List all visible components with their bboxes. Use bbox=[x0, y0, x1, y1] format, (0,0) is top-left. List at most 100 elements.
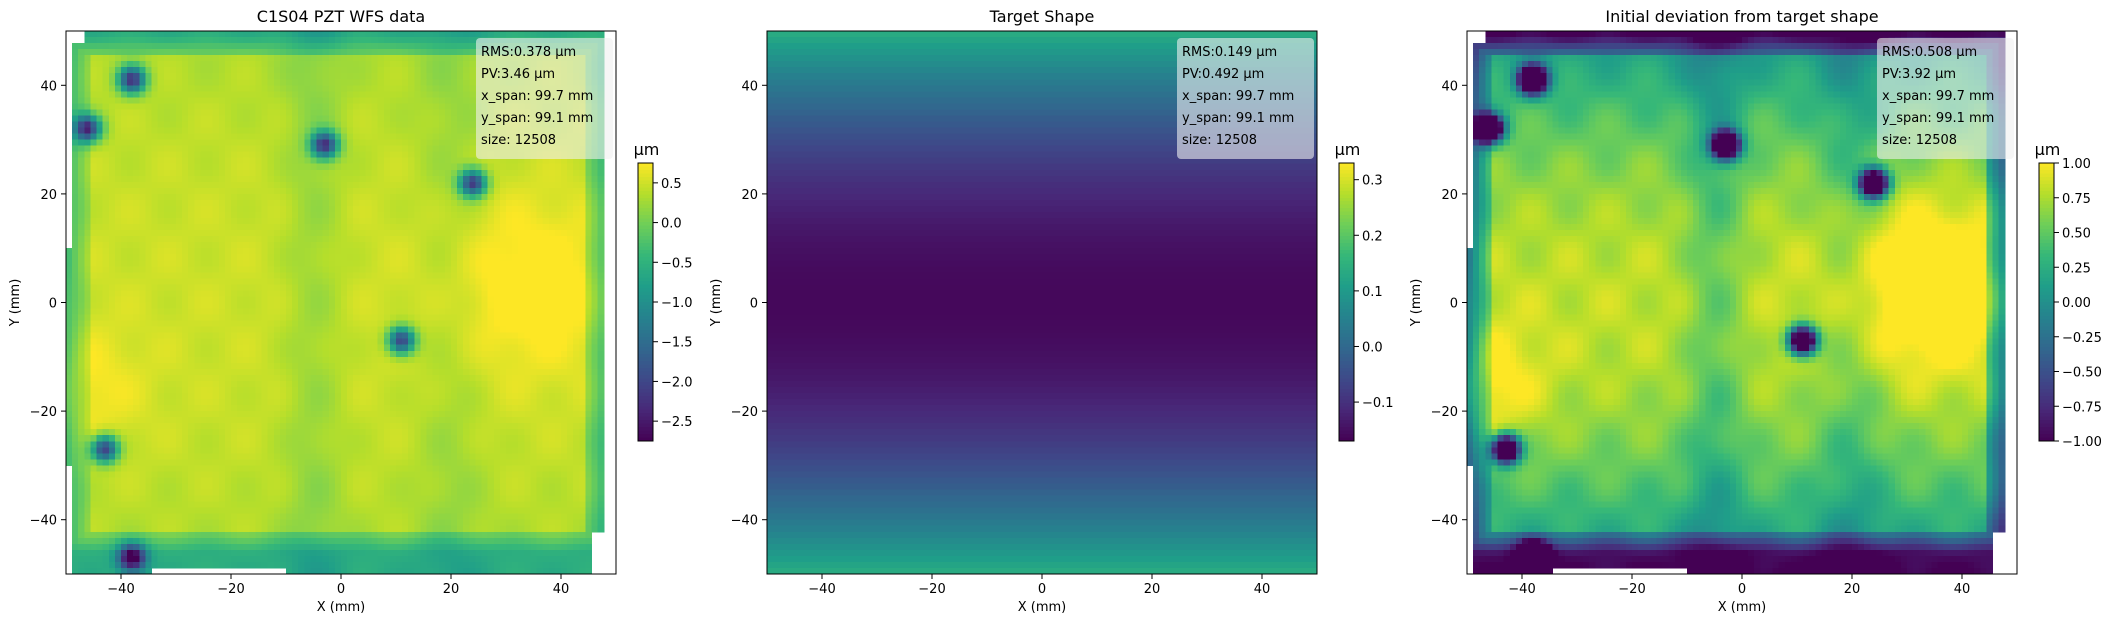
heatmap-cell bbox=[475, 338, 483, 346]
heatmap-cell bbox=[108, 374, 116, 382]
heatmap-cell bbox=[408, 254, 415, 261]
heatmap-cell bbox=[279, 205, 287, 213]
heatmap-cell bbox=[182, 37, 189, 44]
heatmap-cell bbox=[108, 55, 116, 62]
heatmap-cell bbox=[188, 157, 195, 165]
heatmap-cell bbox=[463, 205, 470, 213]
heatmap-cell bbox=[249, 121, 257, 129]
heatmap-cell bbox=[493, 326, 501, 334]
heatmap-cell bbox=[444, 187, 452, 195]
heatmap-cell bbox=[377, 236, 385, 243]
heatmap-cell bbox=[316, 139, 324, 147]
heatmap-cell bbox=[322, 362, 330, 370]
heatmap-cell bbox=[322, 55, 330, 62]
heatmap-cell bbox=[512, 199, 519, 207]
heatmap-cell bbox=[396, 242, 403, 249]
heatmap-cell bbox=[286, 67, 293, 74]
heatmap-cell bbox=[218, 163, 226, 171]
heatmap-cell bbox=[597, 199, 605, 207]
heatmap-cell bbox=[316, 49, 324, 56]
heatmap-cell bbox=[243, 91, 250, 98]
heatmap-cell bbox=[322, 278, 330, 285]
heatmap-cell bbox=[292, 338, 299, 346]
heatmap-cell bbox=[426, 284, 434, 292]
heatmap-cell bbox=[267, 212, 275, 219]
heatmap-cell bbox=[102, 242, 110, 249]
heatmap-cell bbox=[444, 290, 452, 298]
heatmap-cell bbox=[353, 91, 360, 98]
heatmap-cell bbox=[286, 212, 293, 219]
heatmap-cell bbox=[328, 157, 336, 165]
heatmap-cell bbox=[530, 272, 538, 279]
heatmap-cell bbox=[420, 193, 428, 201]
heatmap-cell bbox=[163, 344, 171, 352]
heatmap-cell bbox=[524, 260, 532, 267]
heatmap-cell bbox=[102, 139, 110, 147]
heatmap-cell bbox=[365, 356, 373, 364]
heatmap-cell bbox=[402, 175, 409, 183]
heatmap-cell bbox=[304, 284, 312, 292]
heatmap-cell bbox=[536, 193, 544, 201]
heatmap-cell bbox=[591, 368, 599, 376]
heatmap-cell bbox=[72, 49, 79, 56]
heatmap-cell bbox=[169, 320, 177, 328]
heatmap-cell bbox=[463, 55, 470, 62]
heatmap-cell bbox=[231, 332, 238, 340]
heatmap-cell bbox=[316, 97, 324, 104]
heatmap-cell bbox=[414, 205, 422, 213]
heatmap-cell bbox=[365, 97, 373, 104]
heatmap-cell bbox=[396, 236, 403, 243]
heatmap-cell bbox=[121, 127, 128, 135]
heatmap-cell bbox=[200, 127, 208, 135]
heatmap-cell bbox=[469, 296, 477, 304]
heatmap-cell bbox=[163, 224, 171, 231]
heatmap-cell bbox=[188, 199, 195, 207]
heatmap-cell bbox=[341, 151, 348, 159]
heatmap-cell bbox=[316, 284, 324, 292]
heatmap-cell bbox=[151, 151, 159, 159]
heatmap-cell bbox=[334, 97, 342, 104]
heatmap-cell bbox=[396, 344, 403, 352]
heatmap-cell bbox=[133, 332, 140, 340]
heatmap-cell bbox=[463, 181, 470, 189]
heatmap-cell bbox=[377, 151, 385, 159]
heatmap-cell bbox=[243, 67, 250, 74]
heatmap-cell bbox=[96, 296, 104, 304]
heatmap-cell bbox=[389, 248, 397, 255]
heatmap-cell bbox=[182, 49, 189, 56]
heatmap-cell bbox=[212, 169, 220, 177]
heatmap-cell bbox=[389, 85, 397, 92]
heatmap-cell bbox=[573, 163, 580, 171]
heatmap-cell bbox=[457, 230, 464, 237]
heatmap-cell bbox=[102, 368, 110, 376]
heatmap-cell bbox=[261, 43, 269, 50]
heatmap-cell bbox=[182, 338, 189, 346]
heatmap-cell bbox=[188, 284, 195, 292]
heatmap-cell bbox=[286, 320, 293, 328]
heatmap-cell bbox=[567, 260, 574, 267]
heatmap-cell bbox=[353, 127, 360, 135]
heatmap-cell bbox=[316, 332, 324, 340]
heatmap-cell bbox=[298, 73, 305, 80]
heatmap-cell bbox=[102, 49, 110, 56]
heatmap-cell bbox=[512, 230, 519, 237]
heatmap-cell bbox=[78, 79, 85, 86]
heatmap-cell bbox=[261, 127, 269, 135]
heatmap-cell bbox=[316, 79, 324, 86]
heatmap-cell bbox=[212, 79, 220, 86]
heatmap-cell bbox=[206, 320, 214, 328]
heatmap-cell bbox=[371, 61, 379, 68]
heatmap-cell bbox=[304, 91, 312, 98]
heatmap-cell bbox=[151, 43, 159, 50]
heatmap-cell bbox=[102, 103, 110, 111]
heatmap-cell bbox=[396, 314, 403, 322]
heatmap-cell bbox=[377, 218, 385, 225]
heatmap-cell bbox=[218, 169, 226, 177]
heatmap-cell bbox=[78, 49, 85, 56]
heatmap-cell bbox=[212, 326, 220, 334]
heatmap-cell bbox=[316, 67, 324, 74]
heatmap-cell bbox=[90, 212, 98, 219]
heatmap-cell bbox=[585, 31, 593, 38]
heatmap-cell bbox=[548, 350, 556, 358]
heatmap-cell bbox=[304, 242, 312, 249]
